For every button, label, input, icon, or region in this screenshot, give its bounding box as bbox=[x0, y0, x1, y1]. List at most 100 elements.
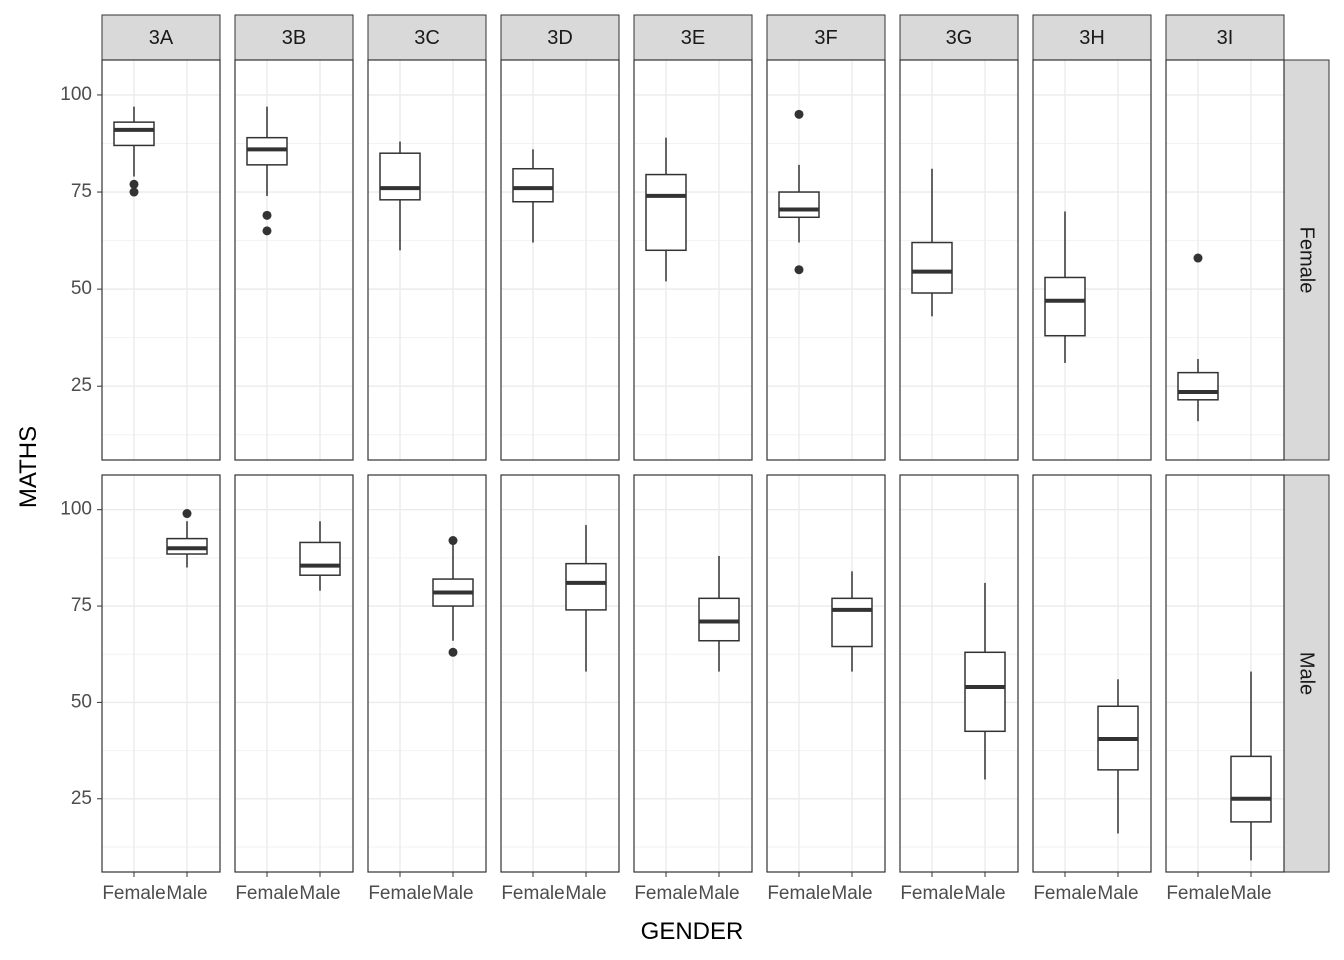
x-tick-label: Female bbox=[368, 883, 431, 904]
panel-border bbox=[1032, 474, 1152, 873]
panel-background bbox=[1033, 60, 1151, 460]
outlier-point bbox=[448, 536, 458, 546]
column-strip bbox=[1032, 14, 1152, 61]
y-tick-label: 100 bbox=[60, 84, 92, 105]
x-tick-label: Male bbox=[166, 883, 207, 904]
column-strip-label: 3E bbox=[681, 27, 705, 49]
column-strip bbox=[633, 14, 753, 61]
panel-background bbox=[235, 60, 353, 460]
column-strip-label: 3F bbox=[814, 27, 837, 49]
x-tick-label: Female bbox=[634, 883, 697, 904]
column-strip-label: 3C bbox=[414, 27, 440, 49]
outlier-point bbox=[794, 265, 804, 275]
x-tick-label: Female bbox=[1033, 883, 1096, 904]
x-tick-label: Male bbox=[964, 883, 1005, 904]
panel-3D-male: Female Male bbox=[500, 474, 620, 904]
panel-border bbox=[234, 474, 354, 873]
panel-3E-male: Female Male bbox=[633, 474, 753, 904]
row-strip bbox=[1282, 474, 1330, 873]
box bbox=[512, 167, 554, 203]
panel-background bbox=[634, 475, 752, 872]
box bbox=[1177, 371, 1219, 401]
panel-background bbox=[767, 60, 885, 460]
panel-background bbox=[1033, 475, 1151, 872]
panel-background bbox=[102, 60, 220, 460]
panel-border bbox=[500, 474, 620, 873]
outlier-point bbox=[794, 109, 804, 119]
x-tick-label: Female bbox=[1166, 883, 1229, 904]
panel-background bbox=[368, 475, 486, 872]
box bbox=[911, 241, 953, 294]
box bbox=[964, 651, 1006, 733]
y-tick-label: 75 bbox=[71, 595, 92, 616]
panel-3I-male: Female Male bbox=[1165, 474, 1285, 904]
panels-layer: Female 25 50 75 100 3A 3B 3C 3D 3E 3F 3G 3H 3I Male 25 5… bbox=[60, 14, 1330, 904]
outlier-point bbox=[448, 647, 458, 657]
panel-border bbox=[1032, 59, 1152, 461]
panel-border bbox=[101, 474, 221, 873]
y-tick-label: 50 bbox=[71, 278, 92, 299]
box bbox=[645, 173, 687, 252]
x-tick-label: Male bbox=[1097, 883, 1138, 904]
row-strip-label: Female bbox=[1296, 227, 1318, 294]
panel-border bbox=[766, 474, 886, 873]
column-strip-label: 3I bbox=[1217, 27, 1234, 49]
outlier-point bbox=[182, 509, 192, 519]
column-strip bbox=[766, 14, 886, 61]
panel-background bbox=[634, 60, 752, 460]
panel-border bbox=[633, 474, 753, 873]
panel-border bbox=[367, 474, 487, 873]
column-strip bbox=[367, 14, 487, 61]
panel-3I-female: 3I bbox=[1165, 14, 1285, 461]
x-tick-label: Female bbox=[102, 883, 165, 904]
outlier-point bbox=[129, 187, 139, 197]
panel-border bbox=[899, 474, 1019, 873]
x-tick-label: Male bbox=[831, 883, 872, 904]
panel-3H-male: Female Male bbox=[1032, 474, 1152, 904]
x-axis-title: GENDER bbox=[641, 918, 744, 945]
outlier-point bbox=[1193, 253, 1203, 263]
box bbox=[1044, 276, 1086, 337]
panel-border bbox=[633, 59, 753, 461]
y-tick-label: 50 bbox=[71, 691, 92, 712]
box bbox=[1230, 755, 1272, 823]
y-axis-title: MATHS bbox=[15, 426, 42, 508]
row-strip bbox=[1282, 59, 1330, 461]
panel-border bbox=[1165, 59, 1285, 461]
panel-3A-male: Female Male bbox=[101, 474, 221, 904]
panel-border bbox=[101, 59, 221, 461]
box bbox=[565, 562, 607, 611]
panel-3A-female: 3A bbox=[101, 14, 221, 461]
panel-border bbox=[367, 59, 487, 461]
x-tick-label: Male bbox=[565, 883, 606, 904]
x-tick-label: Female bbox=[767, 883, 830, 904]
panel-3G-male: Female Male bbox=[899, 474, 1019, 904]
panel-background bbox=[767, 475, 885, 872]
x-tick-label: Female bbox=[235, 883, 298, 904]
panel-3F-male: Female Male bbox=[766, 474, 886, 904]
panel-3C-male: Female Male bbox=[367, 474, 487, 904]
x-tick-label: Female bbox=[900, 883, 963, 904]
panel-border bbox=[500, 59, 620, 461]
column-strip bbox=[101, 14, 221, 61]
y-tick-label: 25 bbox=[71, 375, 92, 396]
x-tick-label: Male bbox=[1230, 883, 1271, 904]
panel-background bbox=[102, 475, 220, 872]
outlier-point bbox=[129, 179, 139, 189]
panel-background bbox=[368, 60, 486, 460]
panel-3H-female: 3H bbox=[1032, 14, 1152, 461]
x-tick-label: Male bbox=[299, 883, 340, 904]
panel-background bbox=[501, 60, 619, 460]
column-strip bbox=[500, 14, 620, 61]
x-tick-label: Male bbox=[432, 883, 473, 904]
column-strip bbox=[234, 14, 354, 61]
column-strip bbox=[899, 14, 1019, 61]
panel-3F-female: 3F bbox=[766, 14, 886, 461]
panel-border bbox=[1165, 474, 1285, 873]
panel-border bbox=[234, 59, 354, 461]
panel-3C-female: 3C bbox=[367, 14, 487, 461]
column-strip bbox=[1165, 14, 1285, 61]
panel-border bbox=[899, 59, 1019, 461]
panel-3B-male: Female Male bbox=[234, 474, 354, 904]
